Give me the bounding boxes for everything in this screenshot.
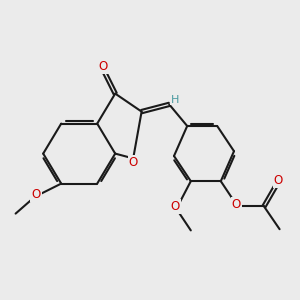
Text: O: O — [274, 174, 283, 187]
Text: O: O — [32, 188, 40, 201]
Text: O: O — [232, 197, 241, 211]
Text: O: O — [99, 60, 108, 73]
Text: O: O — [171, 200, 180, 213]
Text: H: H — [171, 94, 179, 105]
Text: O: O — [129, 155, 138, 169]
